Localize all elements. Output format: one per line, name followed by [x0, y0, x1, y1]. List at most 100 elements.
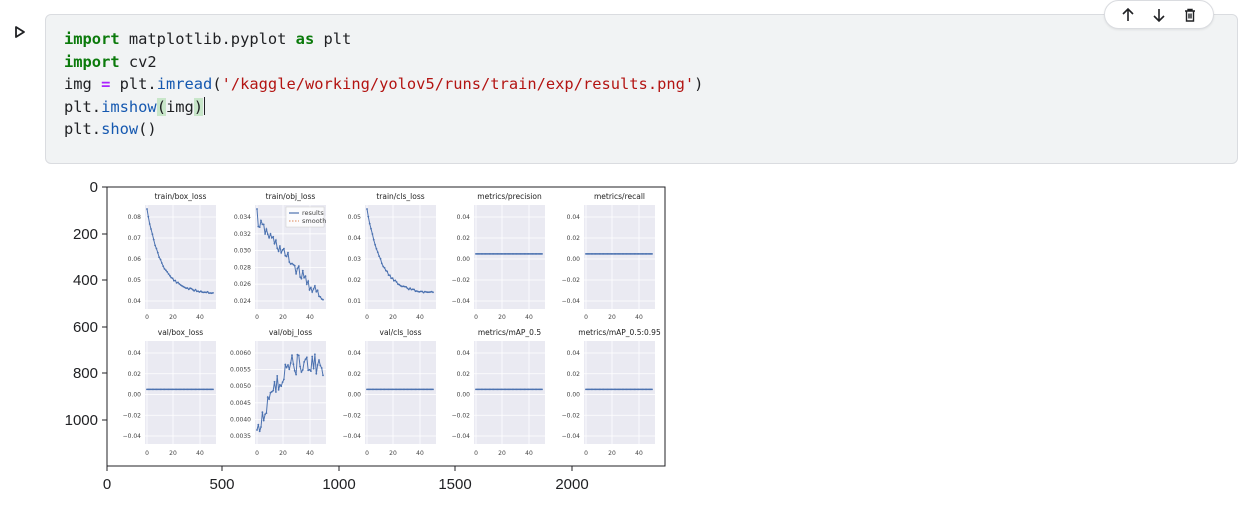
- code-token: plt.: [64, 120, 102, 138]
- series-point: [390, 277, 393, 280]
- series-point: [514, 253, 516, 255]
- code-cell[interactable]: [45, 14, 1238, 164]
- series-point: [173, 388, 175, 391]
- series-point: [208, 388, 210, 391]
- subplot-train-box-loss: 0.08 0.07 0.06 0.05 0.04 0 20 40 train/box_loss: [128, 192, 216, 321]
- code-editor[interactable]: import matplotlib.pyplot as plt import c…: [64, 28, 703, 141]
- series-point: [300, 277, 303, 280]
- subplot-y-tick-label: −0.02: [123, 412, 142, 419]
- series-point: [633, 253, 636, 255]
- series-point: [483, 253, 485, 255]
- series-point: [177, 281, 179, 284]
- series-point: [170, 388, 173, 391]
- series-point: [279, 383, 281, 386]
- subplot-title: train/cls_loss: [376, 192, 424, 201]
- series-point: [477, 253, 480, 255]
- code-token: ): [193, 97, 204, 116]
- series-point: [296, 267, 299, 270]
- series-point: [322, 374, 324, 377]
- series-point: [644, 388, 647, 391]
- series-point: [484, 253, 487, 255]
- series-point: [610, 388, 613, 391]
- series-point: [173, 279, 175, 282]
- subplot-y-tick-label: 0.07: [128, 235, 142, 242]
- series-point: [506, 388, 508, 391]
- series-point: [617, 253, 620, 255]
- arrow-up-icon: [1122, 7, 1134, 21]
- series-point: [292, 363, 295, 366]
- series-point: [398, 388, 401, 391]
- code-token: show: [101, 120, 139, 138]
- series-point: [414, 388, 417, 391]
- series-point: [500, 388, 503, 391]
- series-point: [206, 290, 209, 293]
- code-line: img = plt.imread('/kaggle/working/yolov5…: [64, 75, 703, 93]
- subplot-y-tick-label: 0.04: [567, 350, 581, 357]
- series-point: [651, 388, 653, 391]
- move-up-button[interactable]: [1115, 3, 1141, 27]
- x-tick-label: 500: [209, 476, 234, 493]
- series-point: [622, 253, 625, 255]
- series-point: [420, 388, 422, 391]
- series-point: [429, 291, 432, 293]
- subplot-x-tick-label: 20: [389, 450, 397, 457]
- subplot-y-tick-label: 0.00: [457, 256, 471, 263]
- move-down-button[interactable]: [1146, 3, 1172, 27]
- subplot-y-tick-label: 0.0035: [230, 433, 251, 440]
- series-point: [500, 253, 503, 255]
- series-point: [609, 388, 612, 391]
- series-point: [393, 388, 395, 391]
- series-point: [612, 388, 614, 391]
- subplot-y-tick-label: 0.00: [128, 392, 142, 399]
- series-point: [399, 388, 402, 391]
- code-line: plt.show(): [64, 120, 157, 138]
- series-point: [518, 388, 520, 391]
- series-point: [268, 398, 270, 400]
- series-point: [197, 388, 200, 391]
- series-point: [297, 354, 300, 357]
- series-point: [599, 253, 602, 255]
- series-point: [524, 388, 527, 391]
- series-point: [601, 388, 604, 391]
- series-point: [146, 208, 148, 210]
- series-point: [167, 388, 170, 391]
- series-point: [287, 251, 289, 254]
- subplot-y-tick-label: 0.032: [234, 231, 251, 238]
- subplot-y-tick-label: 0.05: [128, 277, 142, 284]
- series-point: [624, 388, 626, 391]
- subplot-y-tick-label: 0.0055: [230, 367, 251, 374]
- series-point: [475, 253, 477, 255]
- subplot-x-tick-label: 20: [389, 314, 397, 321]
- series-point: [625, 253, 628, 255]
- subplot-metrics-recall: 0.04 0.02 0.00 −0.02 −0.04 0 20 40 metrics/recal…: [562, 192, 655, 321]
- subplot-background: [474, 341, 545, 444]
- subplot-x-tick-label: 0: [255, 314, 259, 321]
- series-point: [151, 233, 154, 236]
- run-cell-button[interactable]: [10, 22, 30, 42]
- series-point: [186, 287, 189, 289]
- delete-cell-button[interactable]: [1177, 3, 1203, 27]
- series-point: [612, 253, 614, 255]
- series-point: [590, 388, 593, 391]
- series-point: [417, 388, 420, 391]
- series-point: [382, 265, 385, 268]
- subplot-y-tick-label: −0.02: [452, 412, 471, 419]
- series-point: [402, 388, 405, 391]
- subplot-x-tick-label: 20: [279, 450, 287, 457]
- code-token: plt.: [110, 75, 157, 93]
- series-point: [273, 380, 276, 383]
- series-point: [609, 253, 612, 255]
- series-point: [374, 243, 376, 246]
- subplot-x-tick-label: 0: [584, 450, 588, 457]
- series-point: [520, 388, 523, 391]
- series-point: [383, 266, 386, 269]
- code-token: ): [694, 75, 704, 93]
- subplot-y-tick-label: 0.05: [348, 214, 362, 221]
- series-point: [314, 285, 316, 287]
- series-point: [163, 388, 166, 391]
- series-point: [593, 388, 595, 391]
- subplot-y-tick-label: 0.04: [567, 214, 581, 221]
- series-point: [504, 253, 507, 255]
- series-point: [535, 253, 538, 255]
